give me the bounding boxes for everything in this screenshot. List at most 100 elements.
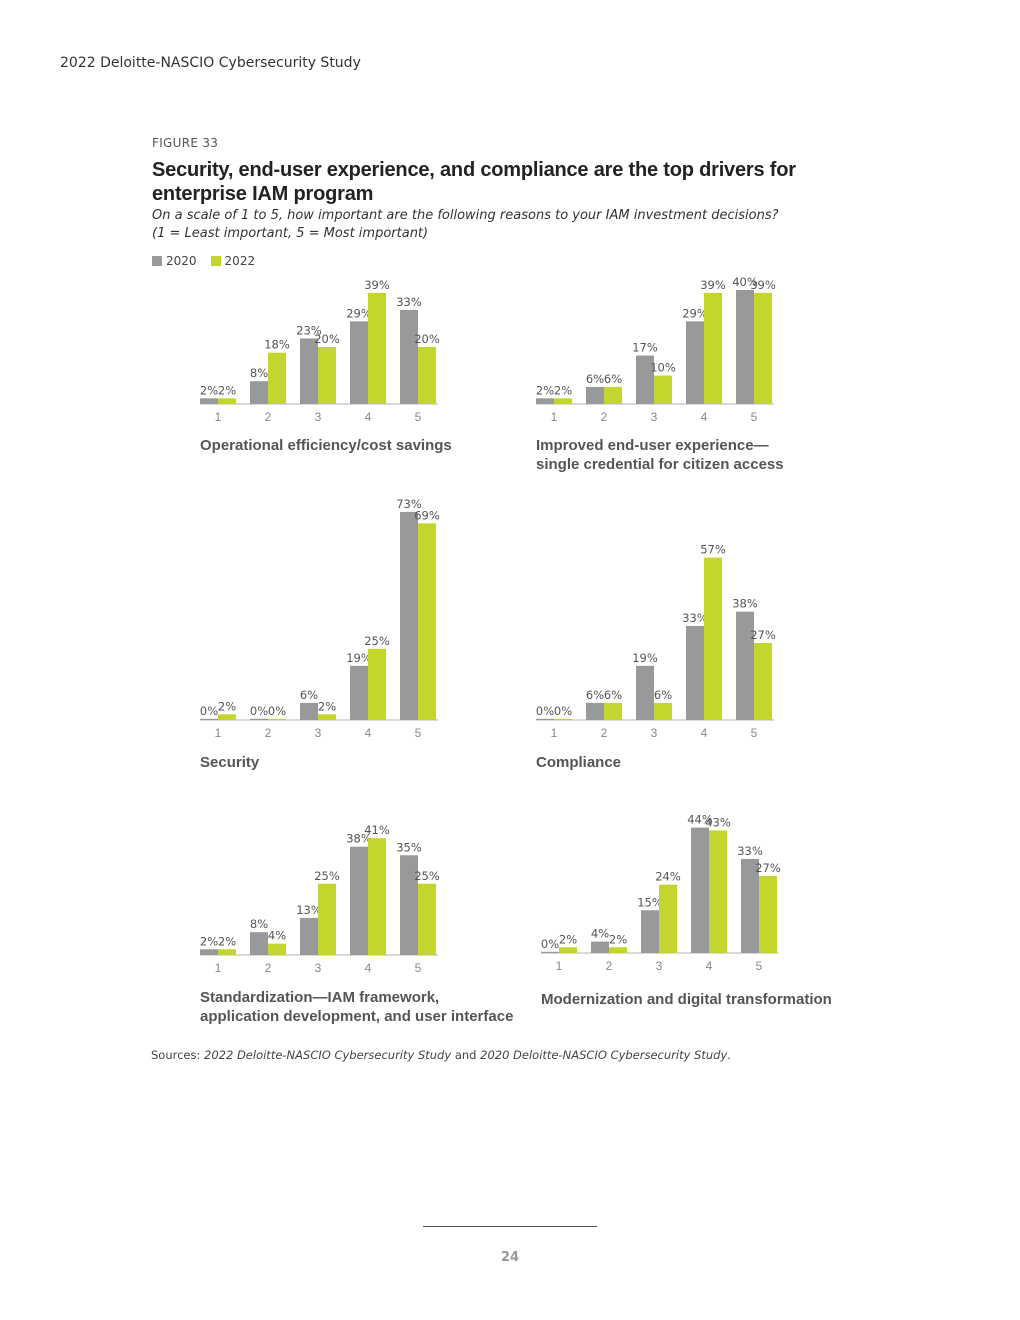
bar-end-user-experience-3-2022 [654,375,672,404]
data-label-operational-efficiency-1-2022: 2% [218,383,236,397]
data-label-security-2-2022: 0% [268,704,286,718]
data-label-security-4-2020: 19% [346,651,372,665]
data-label-modernization-2-2020: 4% [591,927,609,941]
bar-end-user-experience-1-2022 [554,398,572,404]
bar-security-5-2020 [400,511,418,720]
bar-modernization-5-2022 [759,876,777,953]
bar-modernization-5-2020 [741,858,759,953]
x-tick-label-security-5: 5 [415,726,422,740]
bar-end-user-experience-4-2022 [704,292,722,404]
bar-compliance-5-2022 [754,643,772,720]
bar-operational-efficiency-2-2022 [268,352,286,404]
x-tick-label-standardization-3: 3 [315,961,322,975]
data-label-security-1-2020: 0% [200,704,218,718]
chart-end-user-experience: 2% 2%16% 6%217%10%329%39%440%39%5 [536,275,776,424]
x-tick-label-operational-efficiency-3: 3 [315,410,322,424]
x-tick-label-security-1: 1 [215,726,222,740]
x-tick-label-end-user-experience-1: 1 [551,410,558,424]
data-label-operational-efficiency-4-2022: 39% [364,278,390,292]
chart-legend: 2020 2022 [152,254,255,268]
x-tick-label-end-user-experience-2: 2 [601,410,608,424]
bar-security-5-2022 [418,523,436,720]
bar-operational-efficiency-1-2020 [200,398,218,404]
data-label-modernization-3-2020: 15% [637,895,663,909]
data-label-security-3-2020: 6% [300,688,318,702]
sources-joiner: and [451,1048,481,1062]
bar-end-user-experience-5-2022 [754,292,772,404]
data-label-compliance-3-2022: 6% [654,688,672,702]
bar-security-3-2020 [300,702,318,720]
chart-title-modernization: Modernization and digital transformation [541,991,832,1008]
source-study-2022: 2022 Deloitte-NASCIO Cybersecurity Study [204,1048,452,1062]
data-label-modernization-5-2022: 27% [755,861,781,875]
bar-operational-efficiency-3-2020 [300,338,318,404]
bar-compliance-4-2022 [704,557,722,720]
bar-operational-efficiency-5-2022 [418,347,436,404]
bar-security-4-2022 [368,648,386,720]
data-label-operational-efficiency-3-2020: 23% [296,323,322,337]
x-tick-label-standardization-4: 4 [365,961,372,975]
data-label-security-3-2022: 2% [318,699,336,713]
data-label-compliance-4-2020: 33% [682,611,708,625]
bar-modernization-1-2020 [541,951,559,953]
bar-end-user-experience-5-2020 [736,290,754,404]
data-label-compliance-5-2020: 38% [732,597,758,611]
subtitle-line-2: (1 = Least important, 5 = Most important… [152,226,429,241]
data-label-modernization-1-2020: 0% [541,937,559,951]
bar-security-1-2022 [218,714,236,720]
data-label-end-user-experience-5-2022: 39% [750,278,776,292]
bar-modernization-3-2020 [641,910,659,953]
bar-standardization-3-2022 [318,883,336,955]
source-study-2020: 2020 Deloitte-NASCIO Cybersecurity Study [480,1048,728,1062]
legend-item-2022: 2022 [210,254,255,268]
bar-end-user-experience-1-2020 [536,398,554,404]
bar-security-2-2022 [268,718,286,720]
x-tick-label-security-3: 3 [315,726,322,740]
data-label-standardization-2-2020: 8% [250,917,268,931]
data-label-standardization-1-2022: 2% [218,934,236,948]
data-label-operational-efficiency-2-2022: 18% [264,338,290,352]
x-tick-label-security-2: 2 [265,726,272,740]
bar-operational-efficiency-1-2022 [218,398,236,404]
chart-operational-efficiency: 2% 2%18%18%223%20%329%39%433%20%5 [200,278,440,424]
bar-standardization-4-2022 [368,838,386,955]
bar-security-4-2020 [350,665,368,720]
data-label-end-user-experience-3-2020: 17% [632,341,658,355]
x-tick-label-operational-efficiency-1: 1 [215,410,222,424]
bar-security-2-2020 [250,718,268,720]
data-label-modernization-4-2022: 43% [705,815,731,829]
data-label-standardization-3-2020: 13% [296,903,322,917]
data-label-standardization-5-2022: 25% [414,869,440,883]
data-label-security-1-2022: 2% [218,699,236,713]
bar-modernization-3-2022 [659,884,677,953]
chart-title-end-user-experience: Improved end-user experience— single cre… [536,437,784,473]
bar-compliance-4-2020 [686,625,704,720]
data-label-operational-efficiency-5-2020: 33% [396,295,422,309]
data-label-standardization-5-2020: 35% [396,840,422,854]
data-label-operational-efficiency-3-2022: 20% [314,332,340,346]
chart-title-compliance: Compliance [536,754,622,771]
data-label-end-user-experience-1-2020: 2% [536,383,554,397]
data-label-operational-efficiency-1-2020: 2% [200,383,218,397]
data-label-operational-efficiency-4-2020: 29% [346,306,372,320]
data-label-compliance-2-2022: 6% [604,688,622,702]
bar-end-user-experience-3-2020 [636,355,654,404]
legend-label-2020: 2020 [166,254,197,268]
running-header: 2022 Deloitte-NASCIO Cybersecurity Study [60,55,361,71]
data-label-end-user-experience-4-2022: 39% [700,278,726,292]
data-label-end-user-experience-3-2022: 10% [650,361,676,375]
bar-compliance-2-2020 [586,702,604,720]
x-tick-label-operational-efficiency-2: 2 [265,410,272,424]
sources-note: Sources: 2022 Deloitte-NASCIO Cybersecur… [151,1048,731,1062]
figure-label: FIGURE 33 [152,136,219,150]
x-tick-label-modernization-5: 5 [756,959,763,973]
bar-compliance-1-2022 [554,718,572,720]
chart-title-security: Security [200,754,260,771]
chart-compliance: 0% 0%16% 6%219%6%333%57%438%27%5 [536,543,776,740]
data-label-modernization-2-2022: 2% [609,932,627,946]
bar-modernization-2-2022 [609,947,627,953]
data-label-compliance-4-2022: 57% [700,543,726,557]
chart-standardization: 2% 2% 1 8%4% 2 13% 25% 3 38%41% 4 35% 25% 5 [200,823,440,975]
bar-modernization-4-2020 [691,827,709,953]
x-tick-label-operational-efficiency-5: 5 [415,410,422,424]
